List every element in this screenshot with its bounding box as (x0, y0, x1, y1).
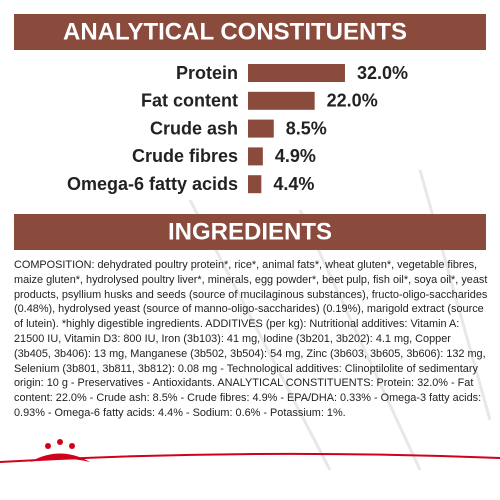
bar (248, 175, 262, 194)
category-label: Crude fibres (132, 146, 238, 166)
bar (248, 64, 345, 82)
header-bar (14, 14, 486, 50)
category-label: Crude ash (150, 118, 238, 138)
category-label: Fat content (141, 91, 238, 111)
category-label: Protein (176, 63, 238, 83)
value-label: 22.0% (327, 91, 378, 111)
bar (248, 147, 263, 166)
value-label: 8.5% (286, 118, 327, 138)
logo (57, 439, 63, 445)
logo (30, 453, 90, 462)
chart-title: ANALYTICAL CONSTITUENTS (63, 18, 407, 45)
category-label: Omega-6 fatty acids (67, 174, 238, 194)
bar (248, 119, 274, 138)
value-label: 32.0% (357, 63, 408, 83)
ingredients-text: COMPOSITION: dehydrated poultry protein*… (14, 259, 488, 419)
value-label: 4.4% (273, 174, 314, 194)
bar (248, 91, 315, 110)
section-title: INGREDIENTS (168, 218, 332, 245)
logo (45, 443, 51, 449)
value-label: 4.9% (275, 146, 316, 166)
logo (69, 443, 75, 449)
header-bar (14, 214, 486, 250)
